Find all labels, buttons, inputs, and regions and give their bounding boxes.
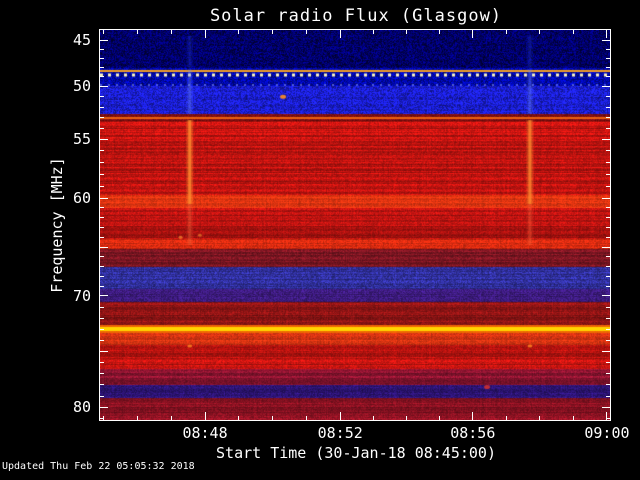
x-axis-label: Start Time (30-Jan-18 08:45:00) [216, 444, 496, 462]
chart-title: Solar radio Flux (Glasgow) [209, 6, 503, 26]
y-tick-label: 50 [72, 77, 91, 96]
y-axis-label: Frequency [MHz] [48, 157, 66, 293]
y-tick-label: 70 [72, 286, 91, 305]
y-tick-label: 60 [72, 189, 91, 208]
spectrogram-canvas [100, 30, 610, 420]
plot-area: 08:48 08:52 08:56 09:00 45 50 55 60 70 80 [73, 29, 630, 442]
x-tick-label: 08:48 [182, 424, 228, 442]
x-tick-label: 09:00 [584, 424, 630, 442]
y-tick-label: 80 [72, 398, 91, 417]
updated-timestamp: Updated Thu Feb 22 05:05:32 2018 [2, 461, 195, 472]
x-tick-label: 08:56 [450, 424, 496, 442]
x-tick-label: 08:52 [317, 424, 363, 442]
y-tick-label: 45 [72, 31, 91, 50]
y-tick-label: 55 [72, 130, 91, 149]
